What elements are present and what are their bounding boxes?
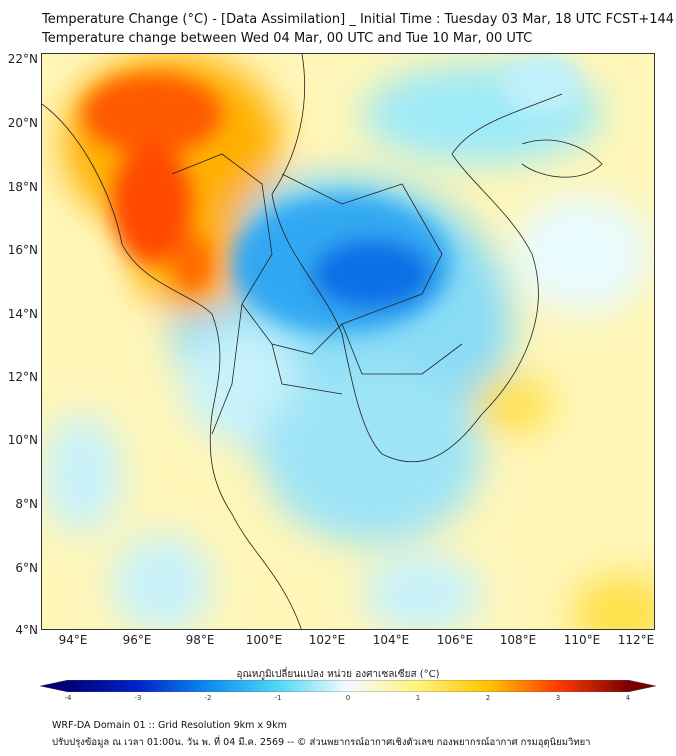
colorbar-tick-label: -2	[204, 694, 212, 702]
lon-label: 108°E	[499, 633, 537, 647]
map-subtitle: Temperature change between Wed 04 Mar, 0…	[42, 31, 533, 46]
lat-label: 20°N	[7, 116, 38, 130]
lon-label: 110°E	[563, 633, 601, 647]
lat-label: 10°N	[7, 433, 38, 447]
colorbar-tick-label: -1	[274, 694, 282, 702]
lat-label: 6°N	[15, 561, 38, 575]
colorbar-tick-label: 2	[485, 694, 491, 702]
temperature-field	[42, 54, 654, 629]
lat-label: 14°N	[7, 307, 38, 321]
lat-label: 16°N	[7, 243, 38, 257]
colorbar-title: อุณหภูมิเปลี่ยนแปลง หน่วย องศาเซลเซียส (…	[236, 669, 440, 680]
lon-label: 98°E	[185, 633, 215, 647]
lat-label: 18°N	[7, 180, 38, 194]
colorbar-tick-label: -3	[134, 694, 142, 702]
colorbar-tick-label: -4	[64, 694, 72, 702]
temperature-change-map	[41, 53, 655, 630]
colorbar	[40, 680, 656, 692]
lon-label: 112°E	[617, 633, 655, 647]
footer-update-info: ปรับปรุงข้อมูล ณ เวลา 01:00น. วัน พ. ที่…	[52, 737, 591, 748]
lat-label: 8°N	[15, 497, 38, 511]
colorbar-tick-label: 4	[625, 694, 631, 702]
lat-label: 4°N	[15, 623, 38, 637]
map-title: Temperature Change (°C) - [Data Assimila…	[42, 12, 675, 27]
lon-label: 102°E	[308, 633, 346, 647]
lon-label: 96°E	[122, 633, 152, 647]
lon-label: 100°E	[245, 633, 283, 647]
footer-model-info: WRF-DA Domain 01 :: Grid Resolution 9km …	[52, 720, 287, 731]
colorbar-tick-label: 1	[415, 694, 421, 702]
lat-label: 22°N	[7, 52, 38, 66]
colorbar-tick-label: 3	[555, 694, 561, 702]
lon-label: 106°E	[436, 633, 474, 647]
lat-label: 12°N	[7, 370, 38, 384]
lon-label: 104°E	[372, 633, 410, 647]
colorbar-tick-label: 0	[345, 694, 351, 702]
lon-label: 94°E	[58, 633, 88, 647]
